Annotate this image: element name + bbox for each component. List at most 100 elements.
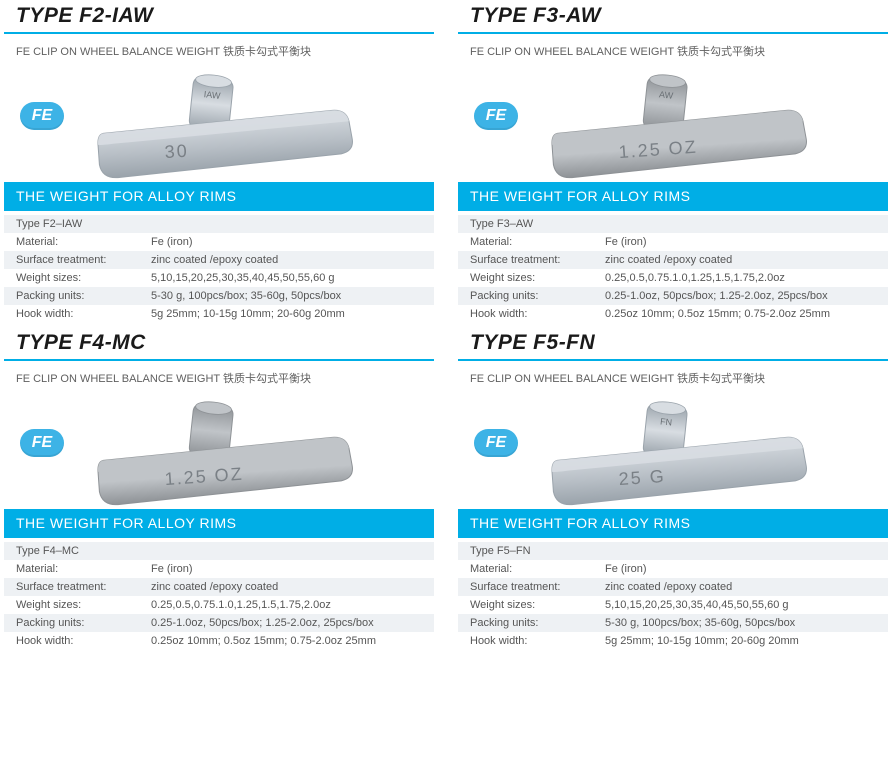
subtitle-row: FE CLIP ON WHEEL BALANCE WEIGHT 铁质卡勾式平衡块	[4, 367, 434, 391]
spec-value: 0.25-1.0oz, 50pcs/box; 1.25-2.0oz, 25pcs…	[593, 287, 888, 305]
product-subtitle: FE CLIP ON WHEEL BALANCE WEIGHT 铁质卡勾式平衡块	[470, 46, 765, 58]
spec-value: Fe (iron)	[139, 233, 434, 251]
spec-key: Material:	[458, 233, 593, 251]
fe-badge-icon: FE	[474, 102, 518, 130]
spec-row: Hook width: 0.25oz 10mm; 0.5oz 15mm; 0.7…	[458, 305, 888, 323]
title-row: TYPE F4-MC	[4, 331, 434, 357]
spec-row: Surface treatment: zinc coated /epoxy co…	[4, 578, 434, 596]
spec-row: Packing units: 5-30 g, 100pcs/box; 35-60…	[4, 287, 434, 305]
wheel-weight-illustration: FN 25 G	[528, 397, 828, 507]
spec-value: 0.25,0.5,0.75.1.0,1.25,1.5,1.75,2.0oz	[139, 596, 434, 614]
product-subtitle: FE CLIP ON WHEEL BALANCE WEIGHT 铁质卡勾式平衡块	[470, 373, 765, 385]
image-area: FE FN 25 G	[458, 391, 888, 509]
spec-value: Fe (iron)	[593, 233, 888, 251]
spec-key: Type F4–MC	[4, 542, 139, 560]
spec-value	[139, 215, 434, 233]
title-rule	[4, 359, 434, 361]
spec-value: 5-30 g, 100pcs/box; 35-60g, 50pcs/box	[139, 287, 434, 305]
product-card: TYPE F2-IAW FE CLIP ON WHEEL BALANCE WEI…	[4, 4, 434, 323]
spec-value: 0.25oz 10mm; 0.5oz 15mm; 0.75-2.0oz 25mm	[593, 305, 888, 323]
spec-value	[593, 215, 888, 233]
spec-key: Weight sizes:	[458, 269, 593, 287]
spec-key: Hook width:	[4, 305, 139, 323]
spec-row: Type F5–FN	[458, 542, 888, 560]
spec-row: Material: Fe (iron)	[4, 560, 434, 578]
section-band: THE WEIGHT FOR ALLOY RIMS	[4, 509, 434, 538]
image-area: FE IAW 30	[4, 64, 434, 182]
spec-key: Surface treatment:	[458, 251, 593, 269]
spec-key: Weight sizes:	[458, 596, 593, 614]
spec-row: Weight sizes: 0.25,0.5,0.75.1.0,1.25,1.5…	[458, 269, 888, 287]
spec-row: Packing units: 5-30 g, 100pcs/box; 35-60…	[458, 614, 888, 632]
product-title: TYPE F3-AW	[470, 4, 601, 27]
spec-value: zinc coated /epoxy coated	[139, 251, 434, 269]
spec-key: Surface treatment:	[4, 251, 139, 269]
spec-row: Weight sizes: 5,10,15,20,25,30,35,40,45,…	[458, 596, 888, 614]
spec-value: 5g 25mm; 10-15g 10mm; 20-60g 20mm	[139, 305, 434, 323]
spec-key: Type F3–AW	[458, 215, 593, 233]
svg-text:25 G: 25 G	[618, 466, 666, 489]
subtitle-row: FE CLIP ON WHEEL BALANCE WEIGHT 铁质卡勾式平衡块	[458, 367, 888, 391]
spec-key: Packing units:	[4, 614, 139, 632]
band-text: THE WEIGHT FOR ALLOY RIMS	[16, 188, 236, 204]
spec-value: 0.25oz 10mm; 0.5oz 15mm; 0.75-2.0oz 25mm	[139, 632, 434, 650]
spec-value: 5g 25mm; 10-15g 10mm; 20-60g 20mm	[593, 632, 888, 650]
spec-value: 5,10,15,20,25,30,35,40,45,50,55,60 g	[593, 596, 888, 614]
spec-value: zinc coated /epoxy coated	[139, 578, 434, 596]
spec-table: Type F2–IAW Material: Fe (iron) Surface …	[4, 215, 434, 323]
svg-text:30: 30	[164, 141, 189, 163]
subtitle-row: FE CLIP ON WHEEL BALANCE WEIGHT 铁质卡勾式平衡块	[4, 40, 434, 64]
spec-value: 0.25,0.5,0.75.1.0,1.25,1.5,1.75,2.0oz	[593, 269, 888, 287]
product-card: TYPE F5-FN FE CLIP ON WHEEL BALANCE WEIG…	[458, 331, 888, 650]
section-band: THE WEIGHT FOR ALLOY RIMS	[458, 509, 888, 538]
spec-key: Type F5–FN	[458, 542, 593, 560]
spec-key: Material:	[4, 560, 139, 578]
spec-value	[593, 542, 888, 560]
spec-value: zinc coated /epoxy coated	[593, 578, 888, 596]
wheel-weight-illustration: IAW 30	[74, 70, 374, 180]
title-rule	[4, 32, 434, 34]
spec-table: Type F3–AW Material: Fe (iron) Surface t…	[458, 215, 888, 323]
spec-row: Type F3–AW	[458, 215, 888, 233]
title-rule	[458, 32, 888, 34]
section-band: THE WEIGHT FOR ALLOY RIMS	[458, 182, 888, 211]
spec-row: Type F4–MC	[4, 542, 434, 560]
spec-key: Surface treatment:	[458, 578, 593, 596]
spec-row: Hook width: 5g 25mm; 10-15g 10mm; 20-60g…	[4, 305, 434, 323]
spec-row: Hook width: 5g 25mm; 10-15g 10mm; 20-60g…	[458, 632, 888, 650]
spec-key: Type F2–IAW	[4, 215, 139, 233]
spec-value: Fe (iron)	[593, 560, 888, 578]
spec-row: Surface treatment: zinc coated /epoxy co…	[4, 251, 434, 269]
spec-key: Packing units:	[458, 614, 593, 632]
spec-value: 5-30 g, 100pcs/box; 35-60g, 50pcs/box	[593, 614, 888, 632]
fe-badge-icon: FE	[20, 429, 64, 457]
spec-key: Material:	[458, 560, 593, 578]
image-area: FE 1.25 OZ	[4, 391, 434, 509]
band-text: THE WEIGHT FOR ALLOY RIMS	[16, 515, 236, 531]
fe-badge-icon: FE	[20, 102, 64, 130]
spec-row: Material: Fe (iron)	[4, 233, 434, 251]
title-row: TYPE F3-AW	[458, 4, 888, 30]
spec-key: Weight sizes:	[4, 596, 139, 614]
product-card: TYPE F4-MC FE CLIP ON WHEEL BALANCE WEIG…	[4, 331, 434, 650]
wheel-weight-illustration: 1.25 OZ	[74, 397, 374, 507]
title-row: TYPE F2-IAW	[4, 4, 434, 30]
spec-key: Packing units:	[4, 287, 139, 305]
spec-row: Surface treatment: zinc coated /epoxy co…	[458, 578, 888, 596]
spec-value: zinc coated /epoxy coated	[593, 251, 888, 269]
spec-value	[139, 542, 434, 560]
spec-row: Weight sizes: 0.25,0.5,0.75.1.0,1.25,1.5…	[4, 596, 434, 614]
spec-row: Type F2–IAW	[4, 215, 434, 233]
product-card: TYPE F3-AW FE CLIP ON WHEEL BALANCE WEIG…	[458, 4, 888, 323]
product-subtitle: FE CLIP ON WHEEL BALANCE WEIGHT 铁质卡勾式平衡块	[16, 373, 311, 385]
spec-table: Type F5–FN Material: Fe (iron) Surface t…	[458, 542, 888, 650]
spec-row: Material: Fe (iron)	[458, 560, 888, 578]
title-rule	[458, 359, 888, 361]
spec-row: Weight sizes: 5,10,15,20,25,30,35,40,45,…	[4, 269, 434, 287]
title-row: TYPE F5-FN	[458, 331, 888, 357]
spec-value: Fe (iron)	[139, 560, 434, 578]
product-title: TYPE F2-IAW	[16, 4, 153, 27]
spec-row: Surface treatment: zinc coated /epoxy co…	[458, 251, 888, 269]
spec-row: Material: Fe (iron)	[458, 233, 888, 251]
spec-key: Hook width:	[4, 632, 139, 650]
